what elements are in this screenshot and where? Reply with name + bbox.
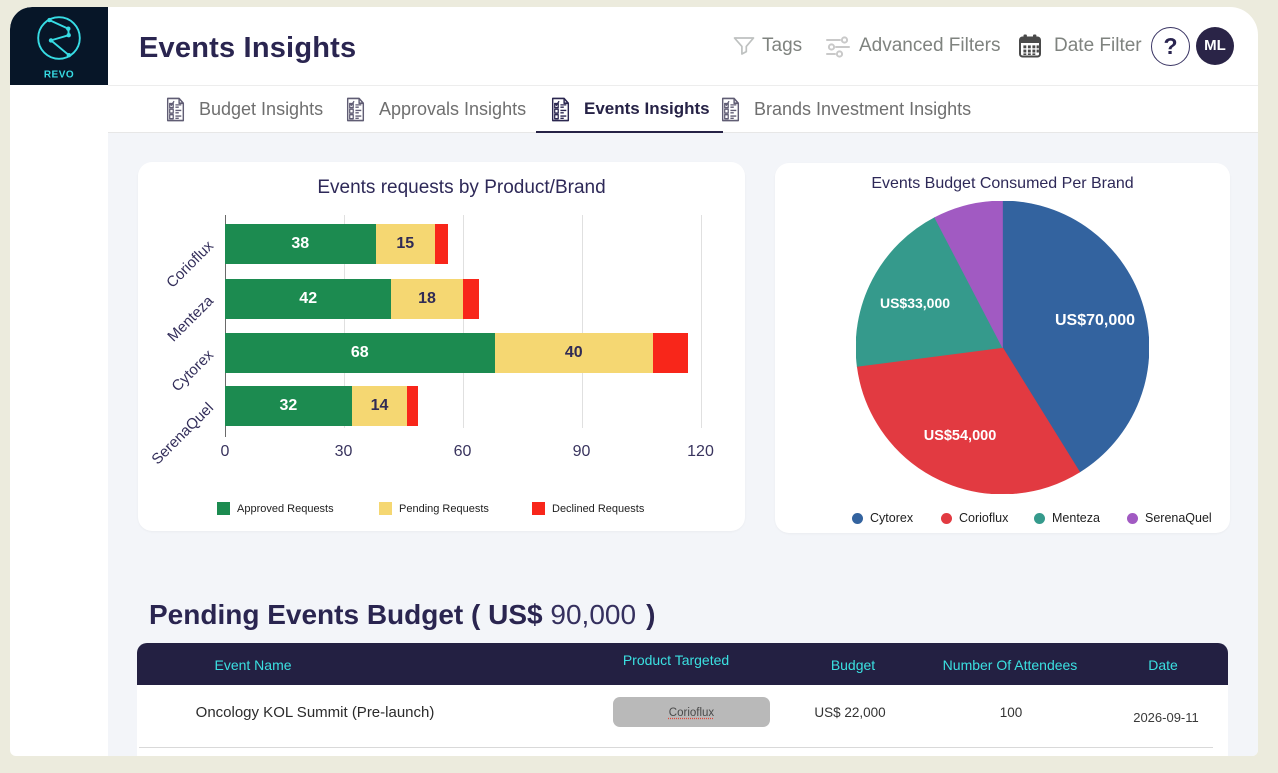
svg-text:REVO: REVO — [44, 70, 74, 81]
